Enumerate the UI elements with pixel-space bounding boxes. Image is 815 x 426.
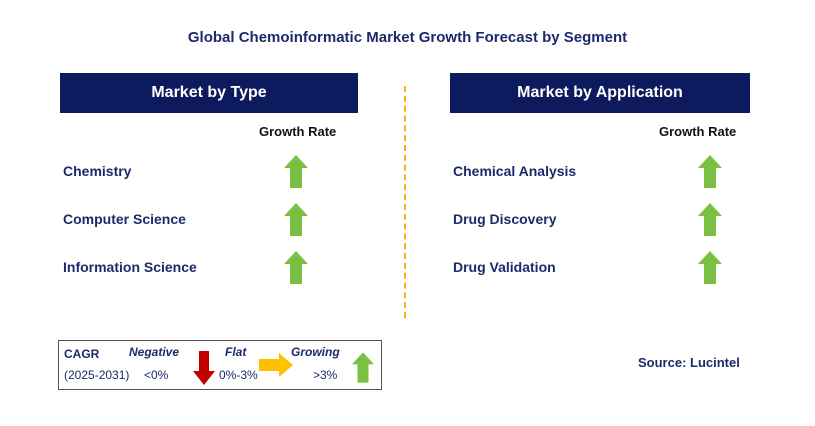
legend-period: (2025-2031)	[64, 368, 130, 382]
page-title: Global Chemoinformatic Market Growth For…	[187, 29, 628, 46]
cagr-legend: CAGR (2025-2031) Negative <0% Flat 0%-3%…	[58, 340, 382, 390]
growing-arrow-icon	[284, 203, 308, 236]
growing-arrow-icon	[698, 155, 722, 188]
market-by-type-header: Market by Type	[60, 73, 358, 113]
right-arrow-icon	[259, 353, 293, 377]
type-item: Computer Science	[63, 211, 186, 227]
legend-negative: Negative	[129, 345, 180, 359]
up-arrow-icon	[352, 351, 374, 384]
growing-arrow-icon	[698, 251, 722, 284]
growth-rate-label-right: Growth Rate	[659, 124, 737, 139]
application-item: Chemical Analysis	[453, 163, 577, 179]
legend-flat-range: 0%-3%	[219, 368, 258, 382]
divider	[404, 86, 406, 318]
legend-cagr: CAGR	[64, 347, 100, 361]
legend-growing: Growing	[291, 345, 340, 359]
type-item: Information Science	[63, 259, 197, 275]
legend-flat: Flat	[225, 345, 247, 359]
type-item: Chemistry	[63, 163, 132, 179]
application-item: Drug Discovery	[453, 211, 557, 227]
market-by-application-header: Market by Application	[450, 73, 750, 113]
growing-arrow-icon	[698, 203, 722, 236]
growth-rate-label-left: Growth Rate	[259, 124, 337, 139]
legend-growing-range: >3%	[313, 368, 338, 382]
application-item: Drug Validation	[453, 259, 556, 275]
growing-arrow-icon	[284, 155, 308, 188]
legend-negative-range: <0%	[144, 368, 169, 382]
source-label: Source: Lucintel	[638, 355, 740, 370]
down-arrow-icon	[193, 351, 215, 385]
growing-arrow-icon	[284, 251, 308, 284]
